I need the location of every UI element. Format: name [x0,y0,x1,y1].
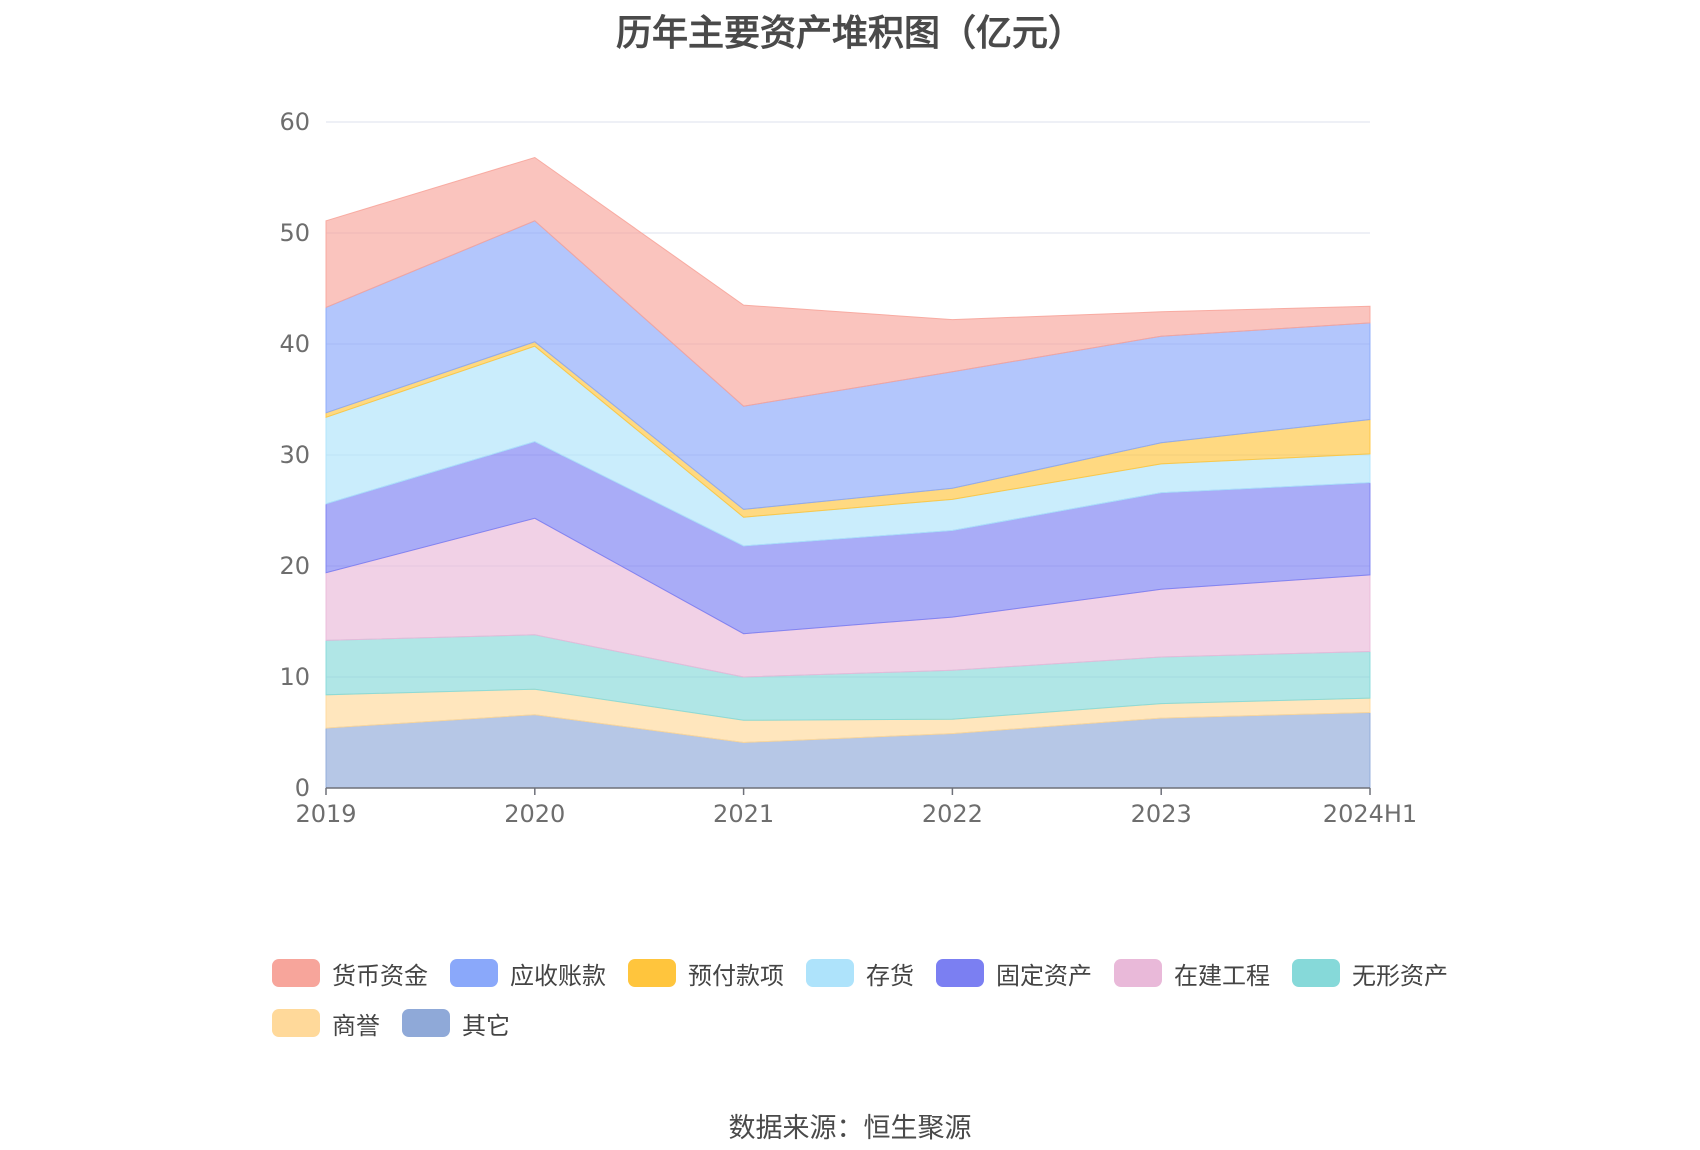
y-tick-label: 30 [279,441,310,469]
legend-swatch [1114,959,1162,987]
legend-item[interactable]: 无形资产 [1292,958,1448,990]
legend-item[interactable]: 其它 [402,1008,510,1040]
legend-item[interactable]: 在建工程 [1114,958,1270,990]
legend-swatch [450,959,498,987]
legend-item[interactable]: 预付款项 [628,958,784,990]
legend-label: 其它 [462,1011,510,1040]
legend-label: 货币资金 [332,961,428,990]
legend-label: 无形资产 [1352,961,1448,990]
legend-item[interactable]: 存货 [806,958,914,990]
x-tick-label: 2024H1 [1323,800,1417,828]
legend-swatch [806,959,854,987]
legend-label: 存货 [866,961,914,990]
legend-item[interactable]: 应收账款 [450,958,606,990]
x-tick-label: 2022 [922,800,983,828]
legend-label: 固定资产 [996,961,1092,990]
source-note: 数据来源：恒生聚源 [728,1113,972,1144]
legend-swatch [272,959,320,987]
y-tick-label: 40 [279,330,310,358]
legend-label: 在建工程 [1174,961,1270,990]
legend-swatch [936,959,984,987]
legend-swatch [272,1009,320,1037]
chart-title: 历年主要资产堆积图（亿元） [615,13,1084,54]
legend-label: 预付款项 [688,961,784,990]
y-tick-label: 10 [279,663,310,691]
x-tick-label: 2020 [504,800,565,828]
legend-item[interactable]: 固定资产 [936,958,1092,990]
legend-label: 商誉 [332,1011,380,1040]
legend-item[interactable]: 商誉 [272,1008,380,1040]
legend-item[interactable]: 货币资金 [272,958,428,990]
x-tick-label: 2021 [713,800,774,828]
series-area [325,156,1371,407]
y-tick-label: 50 [279,219,310,247]
x-tick-label: 2019 [295,800,356,828]
legend-swatch [628,959,676,987]
legend-label: 应收账款 [510,961,606,990]
legend-swatch [402,1009,450,1037]
y-tick-label: 20 [279,552,310,580]
y-tick-label: 0 [295,774,310,802]
x-tick-label: 2023 [1131,800,1192,828]
legend-swatch [1292,959,1340,987]
y-tick-label: 60 [279,108,310,136]
legend: 货币资金 应收账款 预付款项 存货 固定资产 在建工程 无形资产商誉 其它 [272,958,1472,1040]
